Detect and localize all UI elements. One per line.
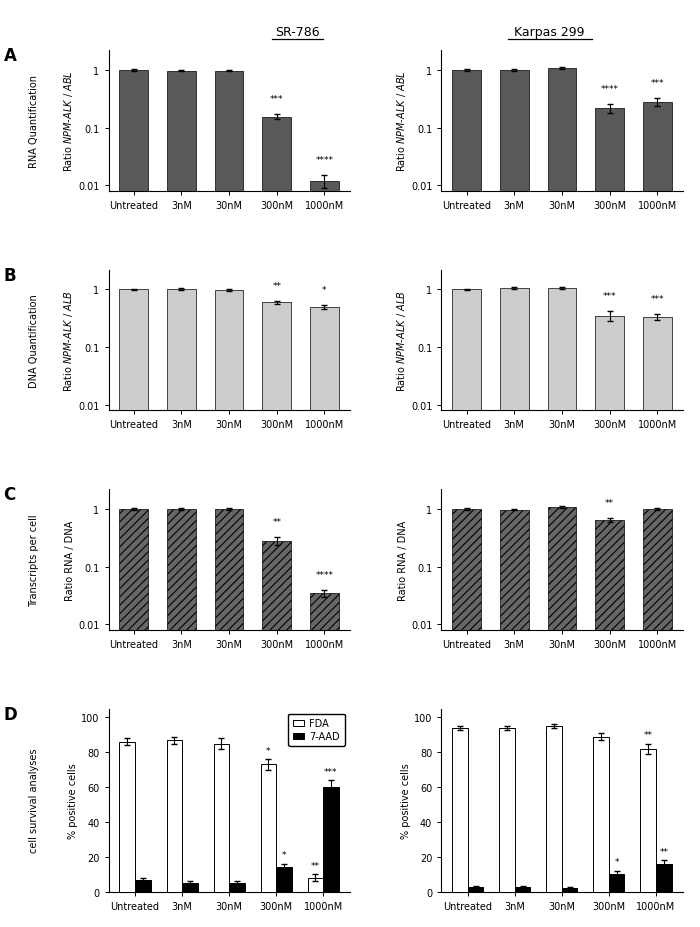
Bar xyxy=(310,308,339,927)
Bar xyxy=(547,727,562,892)
Bar xyxy=(499,728,515,892)
Bar xyxy=(656,864,671,892)
Text: A: A xyxy=(4,47,16,65)
Text: ****: **** xyxy=(601,84,619,94)
Bar xyxy=(643,103,671,927)
Bar xyxy=(120,70,148,927)
Y-axis label: Ratio $\mathit{NPM}$-$\mathit{ALK}$ / $\mathit{ALB}$: Ratio $\mathit{NPM}$-$\mathit{ALK}$ / $\… xyxy=(395,290,408,391)
Bar xyxy=(310,182,339,927)
Bar xyxy=(452,70,481,927)
Bar xyxy=(515,886,531,892)
Bar xyxy=(562,888,578,892)
Bar xyxy=(182,883,197,892)
Legend: FDA, 7-AAD: FDA, 7-AAD xyxy=(288,714,345,746)
Y-axis label: Ratio RNA / DNA: Ratio RNA / DNA xyxy=(65,520,76,600)
Text: RNA Quantification: RNA Quantification xyxy=(29,75,38,168)
Text: *: * xyxy=(615,857,619,867)
Bar xyxy=(120,742,135,892)
Text: B: B xyxy=(4,267,16,285)
Text: **: ** xyxy=(272,518,281,527)
Bar xyxy=(167,509,196,927)
Bar xyxy=(215,71,244,927)
Text: **: ** xyxy=(659,847,668,856)
Bar xyxy=(262,118,291,927)
Bar xyxy=(120,290,148,927)
Text: Transcripts per cell: Transcripts per cell xyxy=(29,514,38,606)
Bar xyxy=(323,787,339,892)
Bar xyxy=(595,108,624,927)
Text: ***: *** xyxy=(650,80,664,88)
Bar xyxy=(452,728,468,892)
Text: ****: **** xyxy=(316,156,333,165)
Bar xyxy=(276,868,292,892)
Bar xyxy=(214,743,229,892)
Text: ***: *** xyxy=(650,295,664,304)
Text: *: * xyxy=(322,286,327,295)
Bar xyxy=(310,593,339,927)
Bar xyxy=(595,316,624,927)
Bar xyxy=(308,878,323,892)
Bar xyxy=(500,510,528,927)
Text: D: D xyxy=(4,705,18,723)
Y-axis label: % positive cells: % positive cells xyxy=(401,763,411,838)
Text: DNA Quantification: DNA Quantification xyxy=(29,294,38,387)
Bar xyxy=(594,737,609,892)
Text: **: ** xyxy=(644,730,652,740)
Bar xyxy=(468,886,483,892)
Y-axis label: Ratio $\mathit{NPM}$-$\mathit{ALK}$ / $\mathit{ALB}$: Ratio $\mathit{NPM}$-$\mathit{ALK}$ / $\… xyxy=(62,290,76,391)
Text: **: ** xyxy=(272,281,281,290)
Bar xyxy=(135,880,150,892)
Text: ***: *** xyxy=(324,767,337,776)
Bar xyxy=(215,291,244,927)
Bar xyxy=(547,508,576,927)
Text: *: * xyxy=(281,851,286,859)
Bar xyxy=(167,71,196,927)
Bar xyxy=(262,303,291,927)
Text: *: * xyxy=(266,746,271,756)
Bar xyxy=(120,509,148,927)
Y-axis label: Ratio $\mathit{NPM}$-$\mathit{ALK}$ / $\mathit{ABL}$: Ratio $\mathit{NPM}$-$\mathit{ALK}$ / $\… xyxy=(395,70,408,172)
Y-axis label: Ratio $\mathit{NPM}$-$\mathit{ALK}$ / $\mathit{ABL}$: Ratio $\mathit{NPM}$-$\mathit{ALK}$ / $\… xyxy=(62,70,76,172)
Bar xyxy=(640,749,656,892)
Bar xyxy=(260,765,276,892)
Bar xyxy=(167,741,182,892)
Bar xyxy=(262,541,291,927)
Bar xyxy=(643,510,671,927)
Y-axis label: % positive cells: % positive cells xyxy=(69,763,78,838)
Bar xyxy=(229,883,244,892)
Bar xyxy=(500,70,528,927)
Text: ***: *** xyxy=(603,292,616,300)
Y-axis label: Ratio RNA / DNA: Ratio RNA / DNA xyxy=(398,520,408,600)
Bar xyxy=(500,288,528,927)
Text: SR-786: SR-786 xyxy=(275,26,320,39)
Bar xyxy=(547,289,576,927)
Text: ***: *** xyxy=(270,95,284,104)
Text: cell survival analyses: cell survival analyses xyxy=(29,748,38,853)
Text: **: ** xyxy=(311,861,320,870)
Bar xyxy=(609,874,624,892)
Bar xyxy=(452,290,481,927)
Text: ****: **** xyxy=(316,570,333,579)
Text: Karpas 299: Karpas 299 xyxy=(514,26,584,39)
Bar xyxy=(215,509,244,927)
Text: C: C xyxy=(4,486,15,504)
Bar xyxy=(167,290,196,927)
Bar xyxy=(452,509,481,927)
Text: **: ** xyxy=(605,499,614,507)
Bar xyxy=(547,69,576,927)
Bar xyxy=(595,520,624,927)
Bar xyxy=(643,318,671,927)
